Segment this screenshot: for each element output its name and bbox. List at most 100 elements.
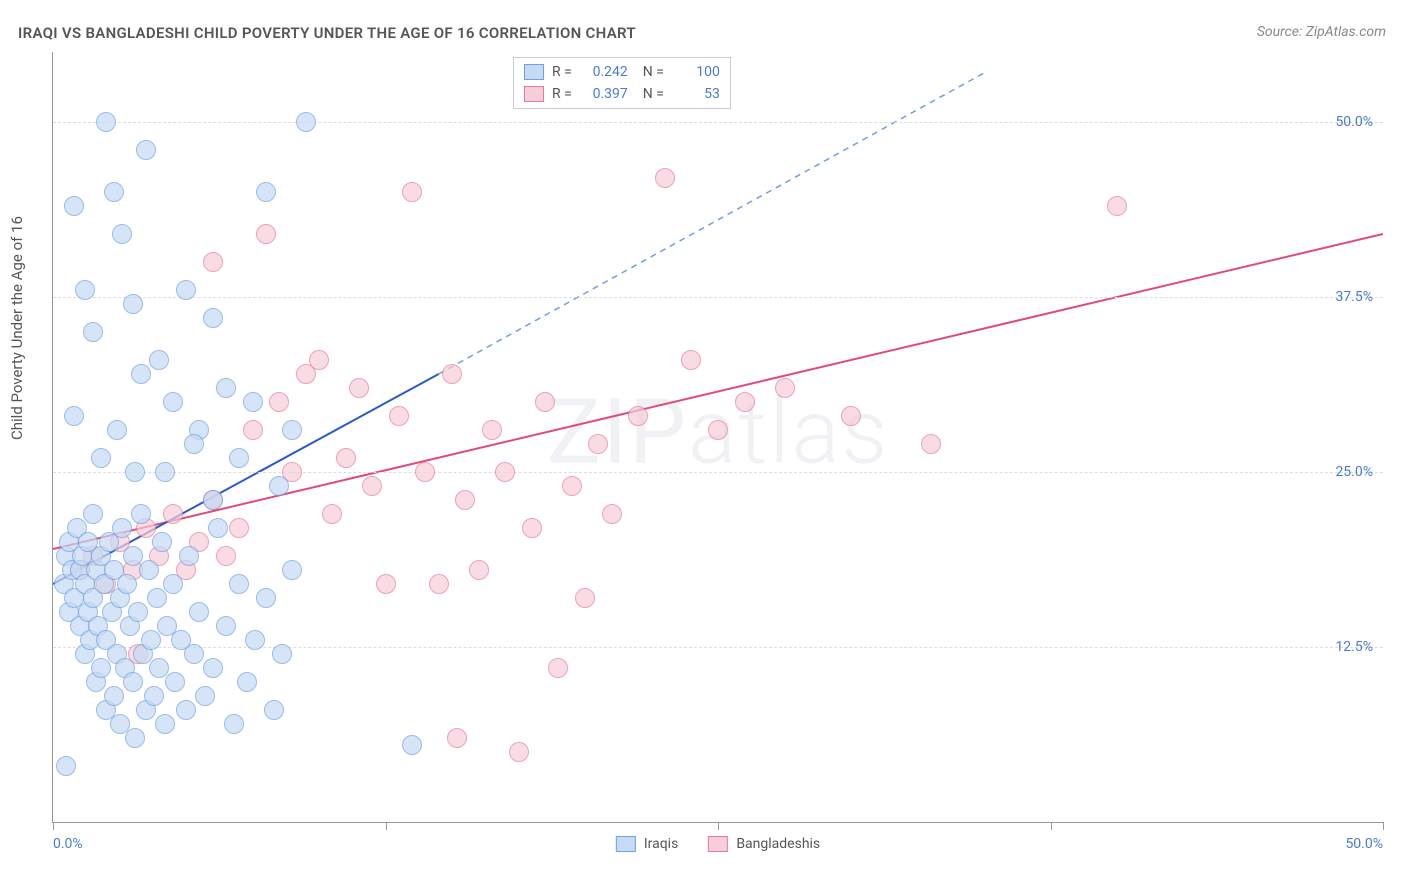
data-point-bangladeshis	[203, 252, 223, 272]
data-point-iraqis	[195, 686, 215, 706]
data-point-bangladeshis	[708, 420, 728, 440]
series-legend: Iraqis Bangladeshis	[616, 836, 820, 852]
data-point-iraqis	[131, 504, 151, 524]
data-point-iraqis	[112, 224, 132, 244]
data-point-iraqis	[216, 616, 236, 636]
swatch-bangladeshis	[524, 86, 544, 102]
data-point-iraqis	[155, 462, 175, 482]
swatch-iraqis-icon	[616, 836, 636, 852]
data-point-iraqis	[64, 196, 84, 216]
x-tick	[386, 822, 387, 830]
data-point-iraqis	[123, 672, 143, 692]
data-point-bangladeshis	[415, 462, 435, 482]
data-point-iraqis	[141, 630, 161, 650]
data-point-bangladeshis	[269, 392, 289, 412]
data-point-bangladeshis	[455, 490, 475, 510]
data-point-iraqis	[179, 546, 199, 566]
data-point-iraqis	[83, 504, 103, 524]
legend-row-iraqis: R = 0.242 N = 100	[524, 61, 720, 83]
legend-item-iraqis: Iraqis	[616, 836, 678, 852]
data-point-bangladeshis	[921, 434, 941, 454]
swatch-bangladeshis-icon	[708, 836, 728, 852]
n-value-bangladeshis: 53	[672, 86, 720, 102]
y-axis-label: Child Poverty Under the Age of 16	[8, 216, 26, 440]
data-point-bangladeshis	[482, 420, 502, 440]
data-point-bangladeshis	[775, 378, 795, 398]
data-point-iraqis	[107, 420, 127, 440]
data-point-bangladeshis	[163, 504, 183, 524]
y-tick-label: 37.5%	[1335, 289, 1373, 305]
legend-row-bangladeshis: R = 0.397 N = 53	[524, 83, 720, 105]
legend-item-bangladeshis: Bangladeshis	[708, 836, 820, 852]
data-point-bangladeshis	[402, 182, 422, 202]
data-point-bangladeshis	[309, 350, 329, 370]
data-point-iraqis	[56, 756, 76, 776]
data-point-iraqis	[64, 406, 84, 426]
data-point-iraqis	[216, 378, 236, 398]
data-point-bangladeshis	[1107, 196, 1127, 216]
gridline	[53, 297, 1383, 298]
data-point-bangladeshis	[655, 168, 675, 188]
gridline	[53, 122, 1383, 123]
data-point-bangladeshis	[243, 420, 263, 440]
data-point-bangladeshis	[548, 658, 568, 678]
data-point-iraqis	[91, 448, 111, 468]
data-point-iraqis	[152, 532, 172, 552]
data-point-iraqis	[131, 364, 151, 384]
x-tick	[718, 822, 719, 830]
data-point-iraqis	[229, 574, 249, 594]
data-point-iraqis	[245, 630, 265, 650]
data-point-bangladeshis	[495, 462, 515, 482]
data-point-bangladeshis	[229, 518, 249, 538]
x-tick	[1383, 822, 1384, 830]
data-point-iraqis	[136, 140, 156, 160]
data-point-iraqis	[104, 686, 124, 706]
x-tick	[1051, 822, 1052, 830]
correlation-legend: R = 0.242 N = 100 R = 0.397 N = 53	[513, 57, 731, 109]
data-point-iraqis	[237, 672, 257, 692]
data-point-iraqis	[91, 658, 111, 678]
data-point-iraqis	[125, 728, 145, 748]
data-point-iraqis	[139, 560, 159, 580]
data-point-iraqis	[224, 714, 244, 734]
data-point-iraqis	[125, 462, 145, 482]
y-tick-label: 12.5%	[1335, 639, 1373, 655]
data-point-iraqis	[269, 476, 289, 496]
source-attribution: Source: ZipAtlas.com	[1257, 24, 1386, 40]
legend-label-iraqis: Iraqis	[644, 836, 678, 852]
data-point-iraqis	[243, 392, 263, 412]
data-point-iraqis	[75, 280, 95, 300]
data-point-bangladeshis	[535, 392, 555, 412]
data-point-iraqis	[176, 700, 196, 720]
data-point-iraqis	[282, 560, 302, 580]
gridline	[53, 472, 1383, 473]
data-point-iraqis	[203, 490, 223, 510]
data-point-iraqis	[264, 700, 284, 720]
data-point-iraqis	[184, 434, 204, 454]
data-point-bangladeshis	[256, 224, 276, 244]
data-point-iraqis	[184, 644, 204, 664]
data-point-bangladeshis	[447, 728, 467, 748]
data-point-iraqis	[155, 714, 175, 734]
data-point-iraqis	[149, 350, 169, 370]
data-point-bangladeshis	[336, 448, 356, 468]
data-point-iraqis	[163, 392, 183, 412]
data-point-iraqis	[203, 308, 223, 328]
data-point-bangladeshis	[322, 504, 342, 524]
data-point-bangladeshis	[216, 546, 236, 566]
data-point-bangladeshis	[841, 406, 861, 426]
data-point-bangladeshis	[628, 406, 648, 426]
data-point-bangladeshis	[389, 406, 409, 426]
data-point-iraqis	[229, 448, 249, 468]
data-point-bangladeshis	[735, 392, 755, 412]
x-tick-label: 0.0%	[53, 836, 83, 852]
data-point-iraqis	[104, 182, 124, 202]
data-point-iraqis	[296, 112, 316, 132]
data-point-iraqis	[117, 574, 137, 594]
data-point-bangladeshis	[509, 742, 529, 762]
r-value-iraqis: 0.242	[580, 64, 628, 80]
data-point-bangladeshis	[442, 364, 462, 384]
r-value-bangladeshis: 0.397	[580, 86, 628, 102]
data-point-bangladeshis	[602, 504, 622, 524]
data-point-iraqis	[189, 602, 209, 622]
